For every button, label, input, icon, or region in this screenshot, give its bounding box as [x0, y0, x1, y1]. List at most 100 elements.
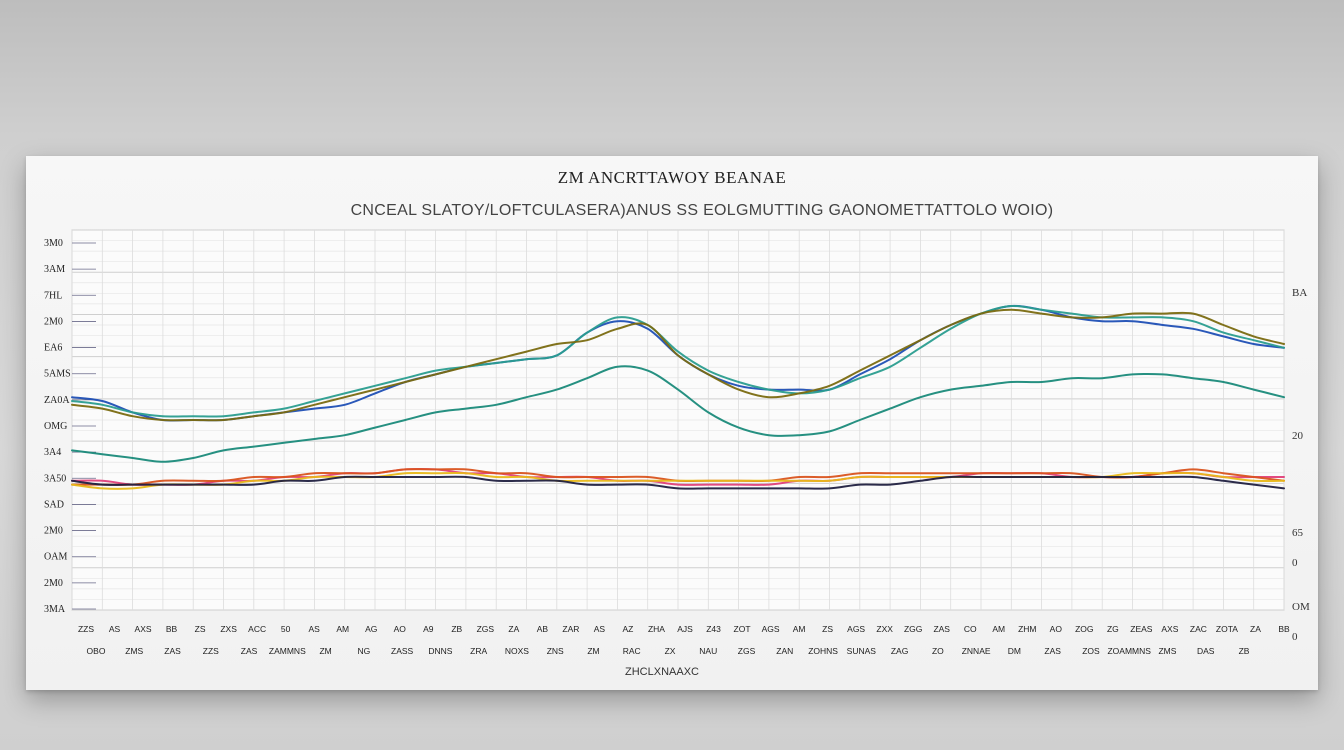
y-tick-label: OMG: [44, 421, 67, 432]
x-tick-label: ZX: [665, 646, 676, 656]
x-tick-label: AXS: [135, 624, 152, 634]
right-tick-label: 0: [1292, 631, 1298, 643]
series-line-8: [71, 475, 1285, 490]
x-tick-label: ZAS: [933, 624, 950, 634]
x-tick-label: ZAC: [1190, 624, 1207, 634]
y-tick-label: 3A50: [44, 473, 66, 484]
x-tick-label: ZXS: [220, 624, 237, 634]
x-tick-label: ZG: [1107, 624, 1119, 634]
x-tick-label: AG: [365, 624, 377, 634]
y-tick-label: 3MA: [44, 604, 66, 615]
x-tick-label: ZZS: [203, 646, 219, 656]
x-tick-label: AO: [1050, 624, 1063, 634]
x-tick-label: A9: [423, 624, 434, 634]
x-tick-label: AS: [594, 624, 606, 634]
x-tick-label: AO: [394, 624, 407, 634]
x-tick-label: ZOTA: [1216, 624, 1238, 634]
x-tick-label: ZAMMNS: [269, 646, 306, 656]
x-tick-label: AGS: [847, 624, 865, 634]
y-tick-label: 2M0: [44, 578, 63, 589]
x-tick-label: NOXS: [505, 646, 529, 656]
x-tick-label: ZNNAE: [962, 646, 991, 656]
x-tick-label: ZS: [195, 624, 206, 634]
x-tick-label: CO: [964, 624, 977, 634]
x-tick-label: RAC: [623, 646, 641, 656]
x-tick-label: ZOHNS: [808, 646, 838, 656]
y-tick-label: 7HL: [44, 290, 62, 301]
x-tick-label: ZGG: [904, 624, 922, 634]
x-tick-label: NG: [357, 646, 370, 656]
x-tick-label: AM: [336, 624, 349, 634]
x-tick-label: ZGS: [477, 624, 495, 634]
x-tick-label: AS: [309, 624, 321, 634]
x-tick-label: ZOG: [1075, 624, 1093, 634]
x-tick-label: AS: [109, 624, 121, 634]
x-tick-label: ZNS: [547, 646, 564, 656]
series-line-2: [71, 304, 1285, 418]
x-tick-label: ZB: [451, 624, 462, 634]
right-tick-label: 65: [1292, 527, 1304, 539]
y-tick-label: 2M0: [44, 526, 63, 537]
x-tick-label: AB: [537, 624, 549, 634]
x-tick-label: ZGS: [738, 646, 756, 656]
x-tick-label: AM: [992, 624, 1005, 634]
x-tick-label: AZ: [623, 624, 634, 634]
x-tick-label: Z43: [706, 624, 721, 634]
x-tick-label: BB: [166, 624, 178, 634]
y-tick-label: SAD: [44, 499, 64, 510]
x-tick-label: ZMS: [125, 646, 143, 656]
chart-subtitle: CNCEAL SLATOY/LOFTCULASERA)ANUS SS EOLGM…: [350, 202, 1054, 219]
right-tick-label: BA: [1292, 287, 1307, 299]
x-tick-label: ZHA: [648, 624, 665, 634]
x-tick-label: ZAS: [241, 646, 258, 656]
x-tick-label: ZHM: [1018, 624, 1036, 634]
x-tick-label: ZS: [822, 624, 833, 634]
x-tick-label: SUNAS: [847, 646, 877, 656]
x-tick-label: ZOAMMNS: [1107, 646, 1151, 656]
x-tick-label: ZOT: [734, 624, 751, 634]
x-tick-label: ZMS: [1158, 646, 1176, 656]
x-tick-label: ZXX: [876, 624, 893, 634]
x-tick-label: OBO: [87, 646, 106, 656]
x-tick-label: AM: [793, 624, 806, 634]
x-tick-label: ZAS: [1044, 646, 1061, 656]
y-tick-label: 3A4: [44, 447, 61, 458]
x-tick-label: ZAS: [164, 646, 181, 656]
y-tick-label: 2M0: [44, 316, 63, 327]
y-tick-label: OAM: [44, 552, 67, 563]
grid: [71, 229, 1285, 611]
x-tick-label: ZOS: [1082, 646, 1100, 656]
right-tick-label: OM: [1292, 601, 1310, 613]
y-tick-label: ZA0A: [44, 395, 70, 406]
x-tick-label: ZA: [508, 624, 519, 634]
x-tick-label: ZAN: [776, 646, 793, 656]
y-tick-label: 3M0: [44, 238, 63, 249]
series-line-4: [71, 365, 1285, 463]
x-tick-label: DM: [1008, 646, 1021, 656]
series-lines: [71, 304, 1285, 490]
x-tick-label: BB: [1278, 624, 1290, 634]
y-tick-label: 3AM: [44, 264, 65, 275]
y-tick-label: 5AMS: [44, 369, 71, 380]
x-tick-label: ZM: [587, 646, 599, 656]
x-tick-label: ZA: [1250, 624, 1261, 634]
x-tick-label: ACC: [248, 624, 266, 634]
x-tick-label: ZO: [932, 646, 944, 656]
x-tick-label: AGS: [762, 624, 780, 634]
right-tick-label: 0: [1292, 557, 1298, 569]
y-tick-label: EA6: [44, 343, 62, 354]
x-tick-label: ZRA: [470, 646, 487, 656]
series-line-3: [71, 308, 1285, 422]
chart-title: ZM ANCRTTAWOY BEANAE: [557, 168, 787, 187]
right-tick-label: 20: [1292, 430, 1304, 442]
x-tick-label: AXS: [1161, 624, 1178, 634]
x-axis-title: ZHCLXNAAXC: [625, 666, 699, 678]
x-tick-label: DAS: [1197, 646, 1215, 656]
x-tick-label: 50: [281, 624, 291, 634]
x-tick-label: DNNS: [428, 646, 452, 656]
x-tick-label: ZAG: [891, 646, 908, 656]
x-tick-label: ZAR: [562, 624, 579, 634]
chart-board: ZM ANCRTTAWOY BEANAE CNCEAL SLATOY/LOFTC…: [26, 156, 1318, 690]
x-tick-label: ZB: [1239, 646, 1250, 656]
x-tick-label: ZZS: [78, 624, 94, 634]
